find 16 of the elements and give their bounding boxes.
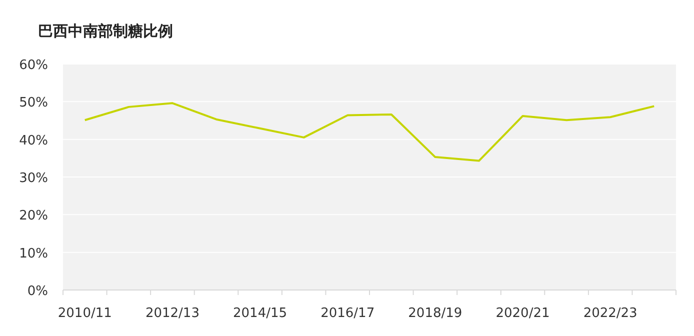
y-tick-label: 0%	[27, 284, 48, 299]
y-tick-label: 20%	[19, 208, 48, 224]
line-series	[84, 102, 656, 162]
x-tick-label: 2020/21	[496, 306, 550, 321]
x-tick-label: 2010/11	[58, 306, 112, 321]
x-tick-label: 2016/17	[320, 306, 375, 321]
y-tick-label: 50%	[19, 96, 48, 111]
chart-title: 巴西中南部制糖比例	[38, 22, 173, 40]
x-tick-label: 2022/23	[583, 306, 638, 321]
y-tick-label: 40%	[19, 133, 48, 148]
y-tick-label: 30%	[19, 171, 48, 186]
y-tick-label: 10%	[19, 246, 48, 262]
x-tick-label: 2014/15	[233, 306, 288, 321]
x-tick-label: 2018/19	[408, 306, 462, 321]
x-tick-label: 2012/13	[145, 306, 200, 321]
y-tick-label: 60%	[19, 58, 48, 73]
